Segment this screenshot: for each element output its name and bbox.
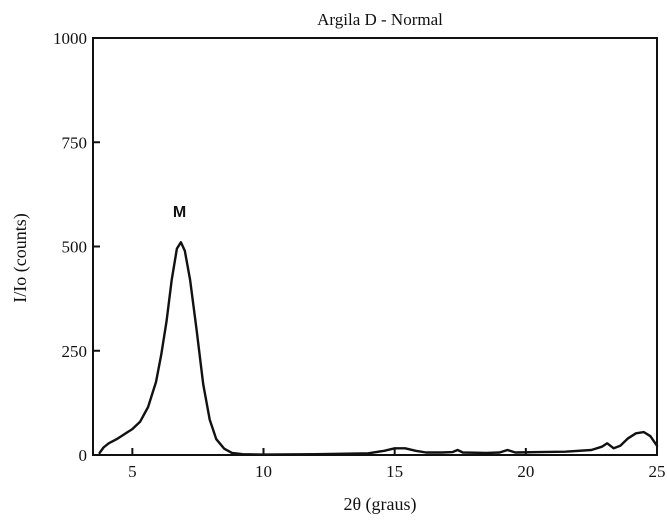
y-tick-label: 500 <box>62 238 88 257</box>
x-tick-label: 5 <box>128 462 137 481</box>
y-tick-label: 0 <box>79 446 88 465</box>
y-tick-label: 1000 <box>53 29 87 48</box>
x-tick-label: 15 <box>386 462 403 481</box>
x-axis-label: 2θ (graus) <box>343 494 416 515</box>
x-tick-label: 10 <box>255 462 272 481</box>
chart-title: Argila D - Normal <box>317 10 443 29</box>
x-tick-label: 25 <box>649 462 666 481</box>
x-tick-label: 20 <box>517 462 534 481</box>
peak-label: M <box>173 204 186 221</box>
diffraction-curve <box>98 241 659 456</box>
y-tick-label: 750 <box>62 133 88 152</box>
series <box>98 241 659 456</box>
y-axis-label: I/Io (counts) <box>10 213 31 302</box>
y-tick-label: 250 <box>62 342 88 361</box>
annotations: M <box>173 204 186 221</box>
